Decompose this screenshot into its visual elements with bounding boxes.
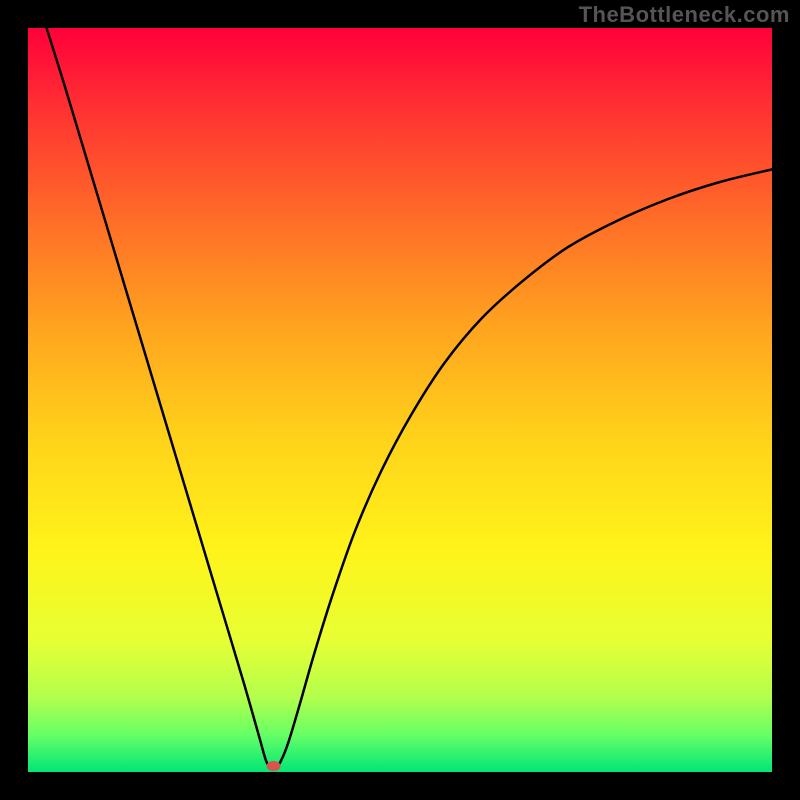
- bottleneck-chart: [0, 0, 800, 800]
- plot-background-gradient: [28, 28, 772, 772]
- chart-container: TheBottleneck.com: [0, 0, 800, 800]
- optimal-point-marker: [267, 761, 281, 771]
- watermark-text: TheBottleneck.com: [579, 2, 790, 28]
